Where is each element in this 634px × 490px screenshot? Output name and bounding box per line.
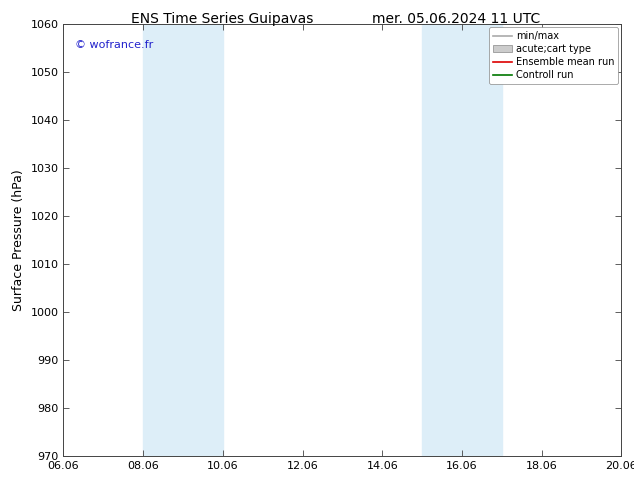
Bar <box>143 24 223 456</box>
Bar <box>422 24 501 456</box>
Text: © wofrance.fr: © wofrance.fr <box>75 40 153 49</box>
Text: mer. 05.06.2024 11 UTC: mer. 05.06.2024 11 UTC <box>372 12 541 26</box>
Text: ENS Time Series Guipavas: ENS Time Series Guipavas <box>131 12 313 26</box>
Y-axis label: Surface Pressure (hPa): Surface Pressure (hPa) <box>12 169 25 311</box>
Legend: min/max, acute;cart type, Ensemble mean run, Controll run: min/max, acute;cart type, Ensemble mean … <box>489 27 618 84</box>
